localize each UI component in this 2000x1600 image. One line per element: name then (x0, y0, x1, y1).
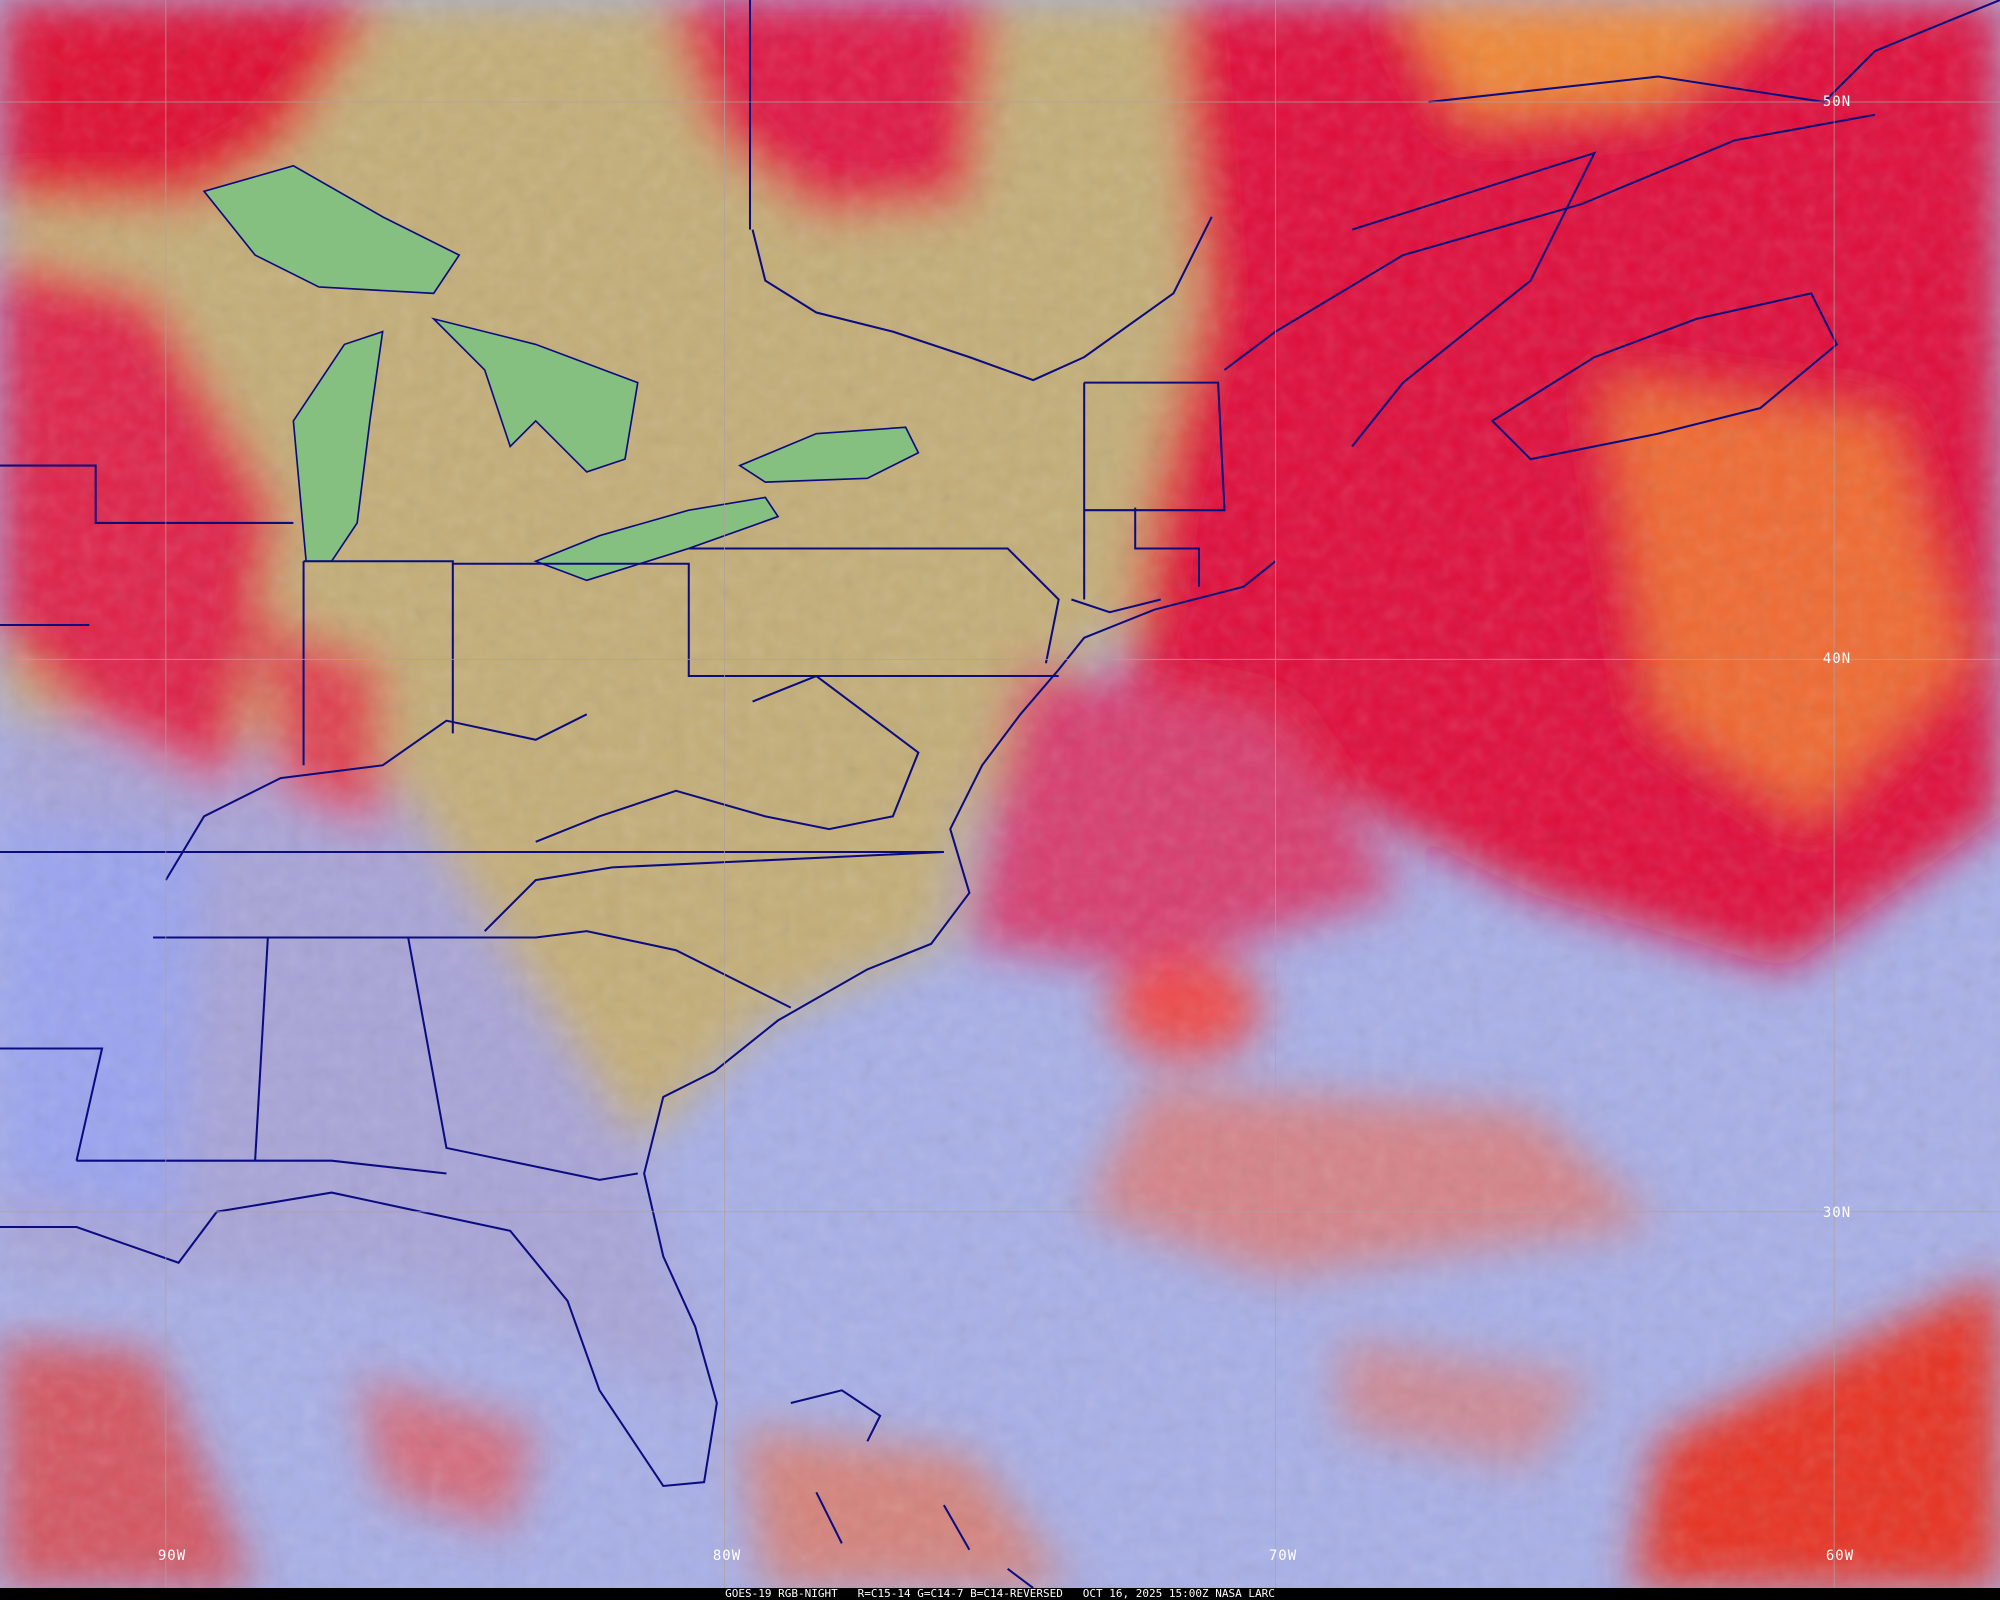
longitude-label-90w: 90W (157, 1548, 187, 1564)
lake-ontario (738, 426, 920, 483)
latitude-label-40n: 40N (1822, 651, 1852, 667)
latitude-label-30n: 30N (1822, 1205, 1852, 1221)
longitude-label-80w: 80W (712, 1548, 742, 1564)
image-caption-bar: GOES-19 RGB-NIGHT R=C15-14 G=C14-7 B=C14… (0, 1588, 2000, 1600)
lake-huron (430, 317, 639, 473)
longitude-label-60w: 60W (1825, 1548, 1855, 1564)
caption-datetime: OCT 16, 2025 15:00Z (1082, 1587, 1209, 1600)
latitude-label-50n: 50N (1822, 94, 1852, 110)
caption-recipe: R=C15-14 G=C14-7 B=C14-REVERSED (857, 1587, 1063, 1600)
lake-superior (202, 164, 461, 295)
lake-erie (533, 496, 780, 582)
caption-credit: NASA LARC (1215, 1587, 1275, 1600)
caption-satellite: GOES-19 RGB-NIGHT (725, 1587, 838, 1600)
longitude-label-70w: 70W (1268, 1548, 1298, 1564)
